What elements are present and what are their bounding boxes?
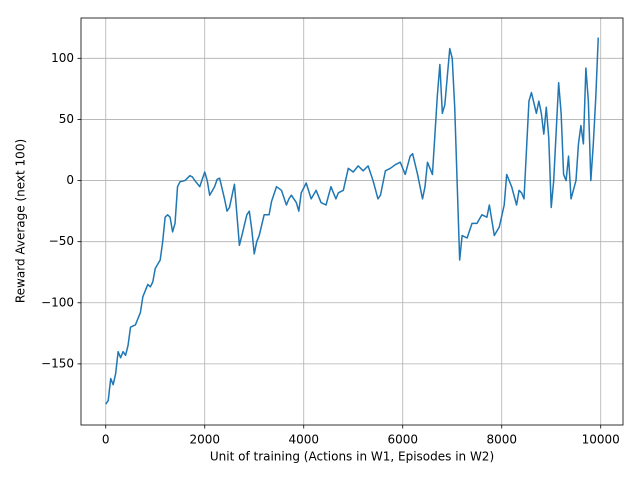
x-tick-label: 8000 <box>486 433 517 447</box>
y-tick-label: 50 <box>59 112 74 126</box>
y-tick-label: −50 <box>49 234 74 248</box>
line <box>105 37 599 405</box>
y-tick-label: 100 <box>51 51 74 65</box>
x-tick-label: 4000 <box>288 433 319 447</box>
y-axis-label: Reward Average (next 100) <box>14 139 28 303</box>
axes-frame <box>80 17 624 426</box>
x-tick-label: 2000 <box>189 433 220 447</box>
x-tick-label: 6000 <box>387 433 418 447</box>
x-tick-label: 10000 <box>582 433 620 447</box>
x-tick-label: 0 <box>102 433 110 447</box>
y-tick-label: 0 <box>66 173 74 187</box>
x-axis-label: Unit of training (Actions in W1, Episode… <box>210 450 494 464</box>
y-tick-label: −100 <box>41 295 74 309</box>
y-tick-label: −150 <box>41 356 74 370</box>
